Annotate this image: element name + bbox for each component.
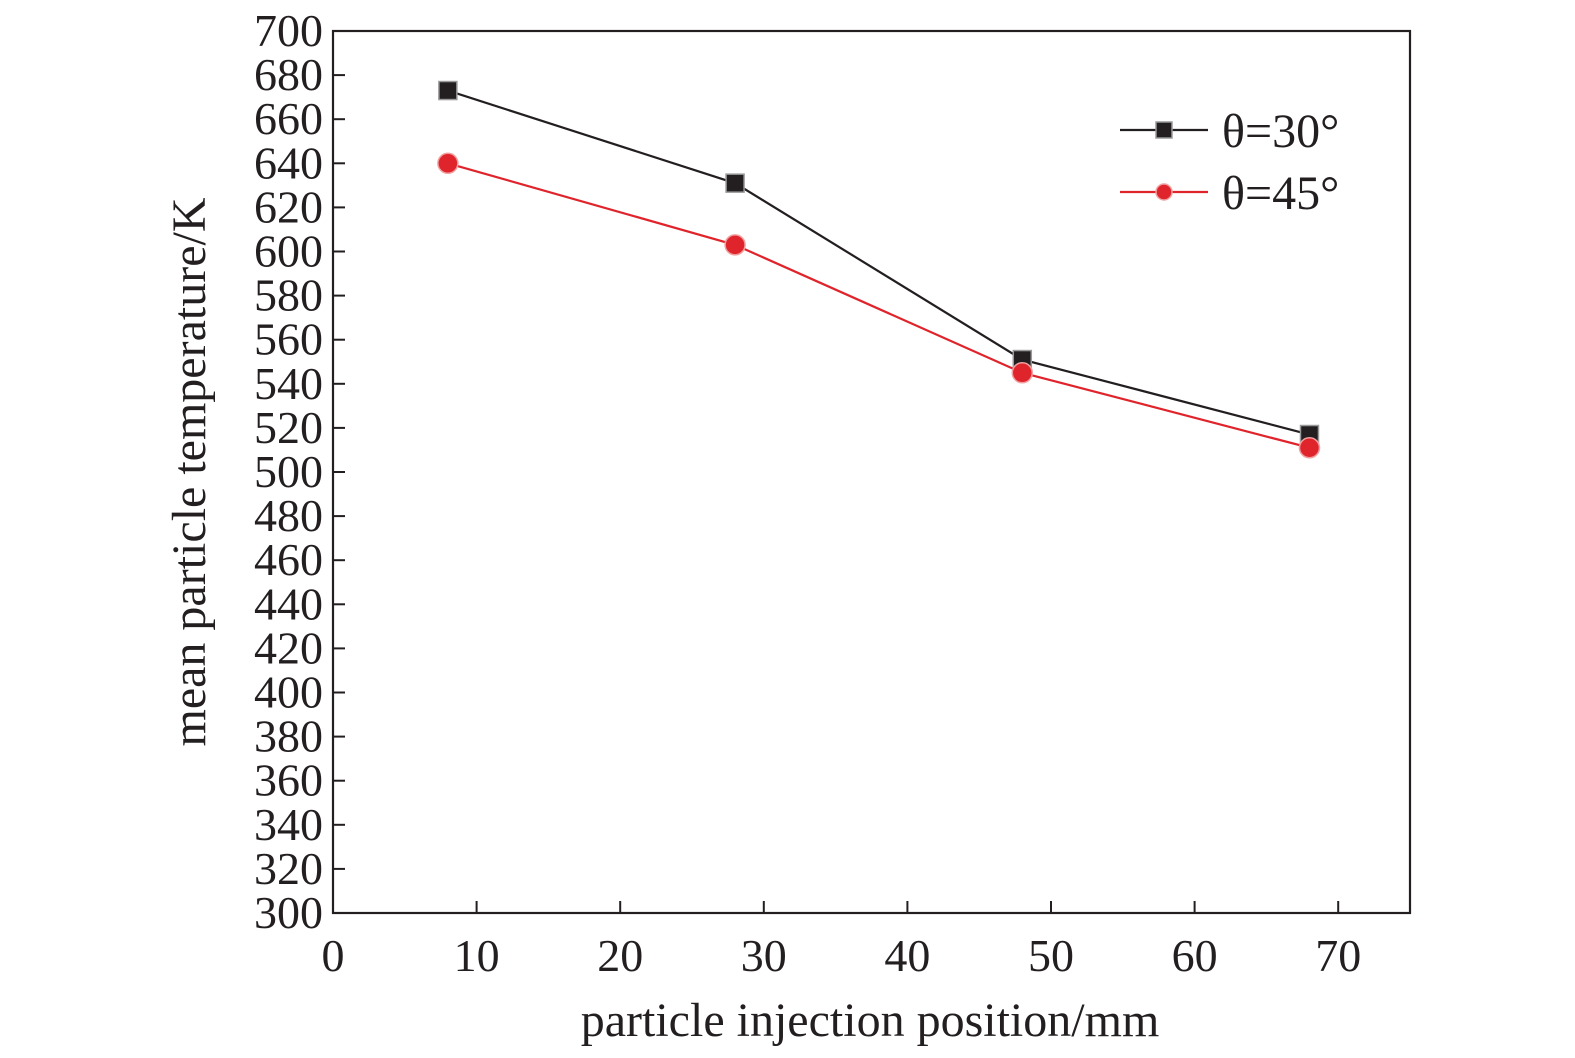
x-tick-label: 20 [597,930,643,981]
y-tick-label: 620 [254,181,323,232]
y-tick-label: 600 [254,226,323,277]
x-tick-label: 60 [1172,930,1218,981]
y-tick-label: 460 [254,534,323,585]
x-tick-label: 40 [884,930,930,981]
data-point [438,80,458,101]
y-tick-label: 360 [254,755,323,806]
y-tick-label: 320 [254,843,323,894]
series-line [447,162,1310,449]
y-axis: 3003203403603804004204404604805005205405… [254,5,345,938]
data-point [1298,436,1321,459]
y-tick-label: 500 [254,446,323,497]
y-tick-label: 400 [254,667,323,718]
data-point [437,152,459,175]
x-tick-label: 30 [741,930,787,981]
data-point [1011,362,1034,384]
legend-label: θ=30° [1222,105,1339,158]
y-tick-label: 680 [254,49,323,100]
legend-marker [1155,183,1173,201]
y-axis-title: mean particle temperature/K [163,197,216,746]
plot-frame [331,29,1412,915]
data-point [724,234,746,256]
y-tick-label: 640 [254,137,323,188]
y-tick-label: 540 [254,358,323,409]
legend-item-1: θ=30° [1120,105,1339,158]
x-axis: 0 10 20 30 40 50 60 70 [322,901,1361,981]
legend-item-2: θ=45° [1120,167,1339,220]
legend-label: θ=45° [1222,167,1339,220]
y-tick-label: 480 [254,490,323,541]
series-2 [437,152,1321,459]
y-tick-label: 560 [254,314,323,365]
y-tick-label: 340 [254,799,323,850]
series-layer [437,80,1321,459]
y-tick-label: 700 [254,5,323,56]
series-line [447,89,1310,436]
y-tick-label: 660 [254,93,323,144]
x-tick-label: 50 [1028,930,1074,981]
y-tick-label: 420 [254,622,323,673]
y-tick-label: 580 [254,270,323,321]
legend-marker [1155,121,1173,139]
x-tick-label: 0 [322,930,345,981]
x-axis-title: particle injection position/mm [581,994,1160,1047]
legend: θ=30° θ=45° [1120,105,1339,220]
x-tick-label: 10 [454,930,500,981]
x-tick-label: 70 [1315,930,1361,981]
y-tick-label: 300 [254,887,323,938]
series-1 [438,80,1320,445]
plot-area-border [331,29,1412,915]
y-tick-label: 520 [254,402,323,453]
data-point [725,173,745,193]
y-tick-label: 440 [254,578,323,629]
y-tick-label: 380 [254,711,323,762]
